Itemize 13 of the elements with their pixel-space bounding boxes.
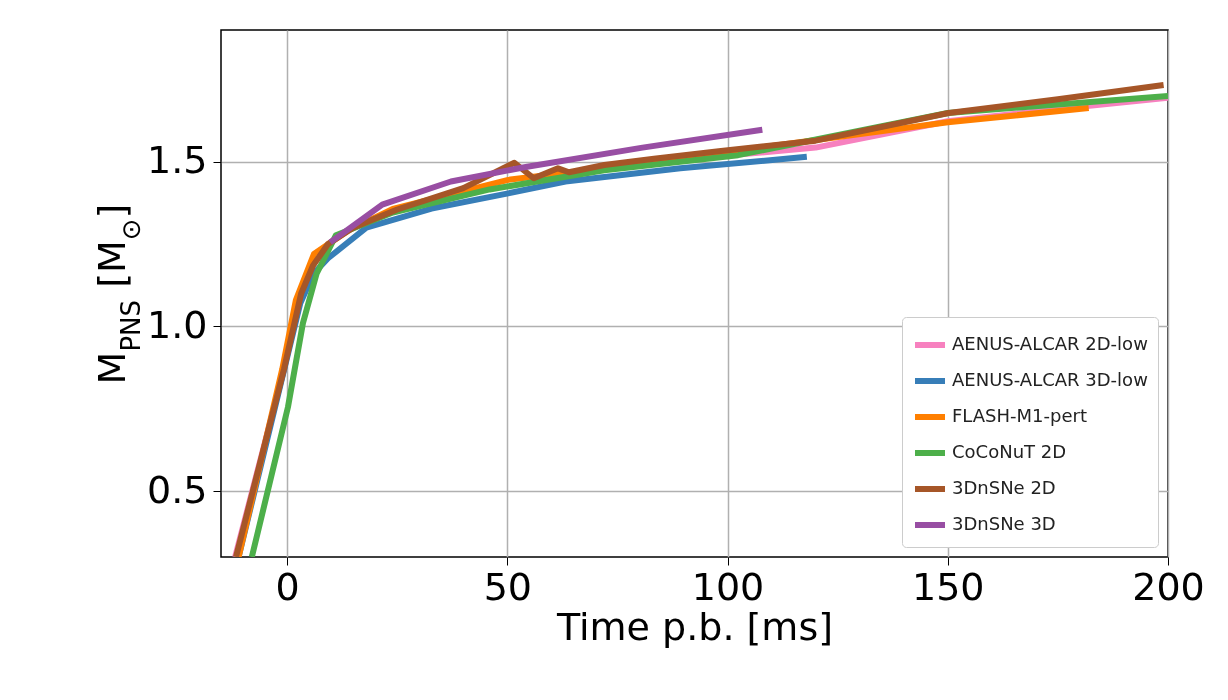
- y-tick-label: 1.0: [147, 302, 208, 347]
- legend-label: AENUS-ALCAR 2D-low: [952, 333, 1148, 354]
- y-tick-label: 0.5: [147, 467, 208, 512]
- legend-label: CoCoNuT 2D: [952, 441, 1067, 462]
- legend-label: FLASH-M1-pert: [952, 405, 1087, 426]
- legend-label: 3DnSNe 2D: [952, 477, 1056, 498]
- x-tick-label: 150: [912, 564, 985, 609]
- legend-label: AENUS-ALCAR 3D-low: [952, 369, 1148, 390]
- y-tick-label: 1.5: [147, 138, 208, 183]
- x-tick-label: 50: [483, 564, 532, 609]
- legend-label: 3DnSNe 3D: [952, 513, 1056, 534]
- x-tick-label: 200: [1132, 564, 1205, 609]
- x-tick-label: 0: [275, 564, 300, 609]
